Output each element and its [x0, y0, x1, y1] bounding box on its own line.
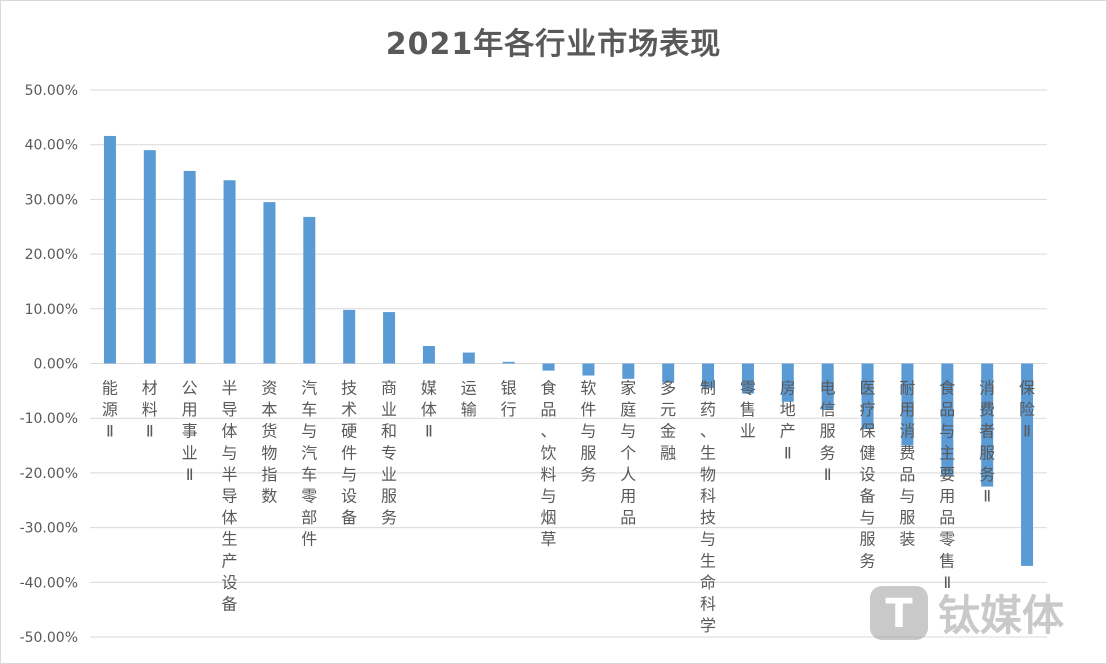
y-tick-label: 20.00%	[25, 247, 78, 263]
category-label: 零售业	[740, 379, 756, 441]
bar	[662, 363, 675, 383]
category-label: 房地产 Ⅱ	[780, 379, 796, 463]
watermark-logo-letter: T	[885, 591, 913, 637]
bar	[462, 352, 475, 364]
category-label: 家庭与个人用品	[620, 379, 636, 528]
category-label: 耐用消费品与服装	[899, 379, 915, 549]
bar	[502, 361, 515, 364]
category-label: 保险 Ⅱ	[1019, 379, 1035, 441]
category-label: 食品、饮料与烟草	[541, 379, 557, 549]
y-tick-label: -20.00%	[20, 466, 78, 482]
y-tick-label: 40.00%	[25, 138, 78, 154]
category-label: 汽车与汽车零部件	[301, 379, 317, 549]
y-tick-label: 30.00%	[25, 192, 78, 208]
category-label: 医疗保健设备与服务	[860, 379, 876, 571]
bar	[343, 309, 356, 364]
y-tick-label: 10.00%	[25, 302, 78, 318]
bar	[422, 345, 435, 364]
category-label: 能源 Ⅱ	[102, 379, 118, 441]
watermark: T 钛媒体	[868, 582, 1090, 644]
bar	[941, 363, 954, 476]
category-label: 银行	[501, 379, 517, 420]
y-tick-label: 50.00%	[25, 83, 78, 99]
bar	[741, 363, 754, 394]
bar	[981, 363, 994, 487]
category-label: 电信服务 Ⅱ	[820, 379, 836, 484]
category-label: 资本货物指数	[261, 379, 277, 506]
bar	[383, 312, 396, 364]
bar	[263, 202, 276, 364]
bar	[821, 363, 834, 410]
bar	[861, 363, 874, 430]
y-tick-label: -50.00%	[20, 630, 78, 646]
y-tick-label: -10.00%	[20, 411, 78, 427]
bar	[103, 135, 116, 364]
category-label: 媒体 Ⅱ	[421, 379, 437, 441]
watermark-text: 钛媒体	[938, 591, 1064, 640]
category-label: 公用事业 Ⅱ	[182, 379, 198, 484]
category-label: 消费者服务 Ⅱ	[979, 379, 995, 506]
category-label: 商业和专业服务	[381, 379, 397, 528]
category-label: 技术硬件与设备	[341, 379, 357, 528]
category-label: 制药、生物科技与生命科学	[700, 379, 716, 636]
category-label: 材料 Ⅱ	[142, 379, 158, 441]
bar	[223, 180, 236, 364]
category-label: 多元金融	[660, 379, 676, 463]
bar	[183, 170, 196, 364]
tmt-logo-icon: T	[870, 586, 928, 640]
bar	[901, 363, 914, 446]
category-label: 软件与服务	[580, 379, 596, 484]
y-tick-label: -30.00%	[20, 521, 78, 537]
bar	[143, 150, 156, 364]
bar	[542, 363, 555, 371]
bar	[622, 363, 635, 379]
y-tick-label: -40.00%	[20, 575, 78, 591]
bar	[582, 363, 595, 376]
bar	[781, 363, 794, 402]
bar	[1021, 363, 1034, 566]
category-label: 食品与主要用品零售 Ⅱ	[939, 379, 955, 592]
y-tick-label: 0.00%	[34, 357, 78, 373]
bar	[702, 363, 715, 389]
bar	[303, 216, 316, 364]
category-label: 半导体与半导体生产设备	[222, 379, 238, 614]
chart-title: 2021年各行业市场表现	[385, 27, 722, 62]
category-label: 运输	[461, 379, 477, 420]
